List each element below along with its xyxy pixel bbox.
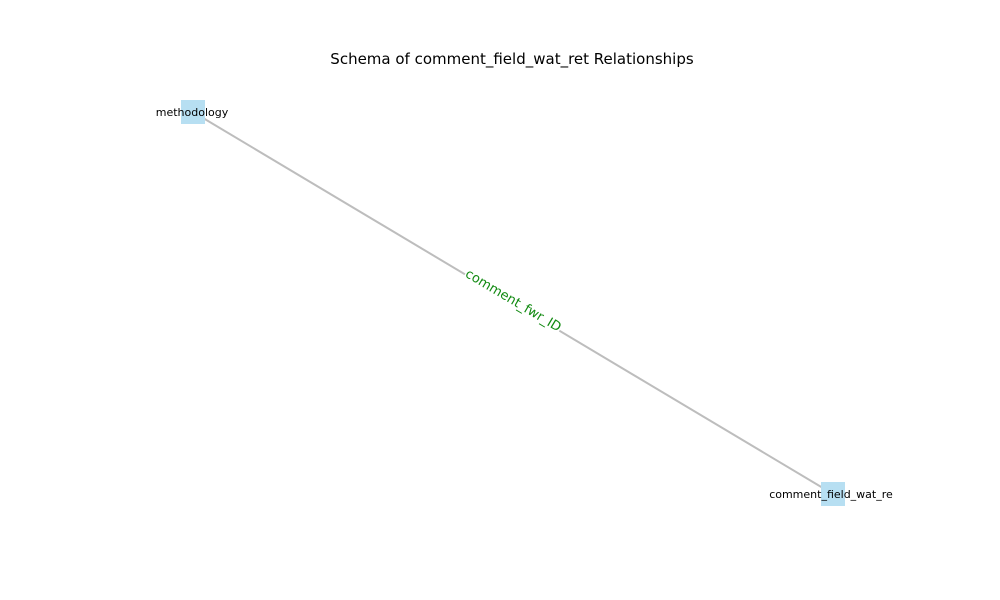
- edge-label-background: [460, 264, 566, 338]
- edge-label: comment_fwr_ID: [462, 267, 563, 336]
- node-methodology: [181, 100, 205, 124]
- node-label-methodology: methodology: [156, 106, 229, 119]
- node-label-comment-field-wat-ret: comment_field_wat_re: [769, 488, 893, 501]
- node-group-methodology: methodology: [156, 100, 229, 124]
- node-group-comment-field-wat-ret: comment_field_wat_re: [769, 482, 893, 506]
- node-comment-field-wat-ret: [821, 482, 845, 506]
- edge-group: comment_fwr_ID: [192, 111, 834, 495]
- diagram-title: Schema of comment_field_wat_ret Relation…: [330, 50, 694, 69]
